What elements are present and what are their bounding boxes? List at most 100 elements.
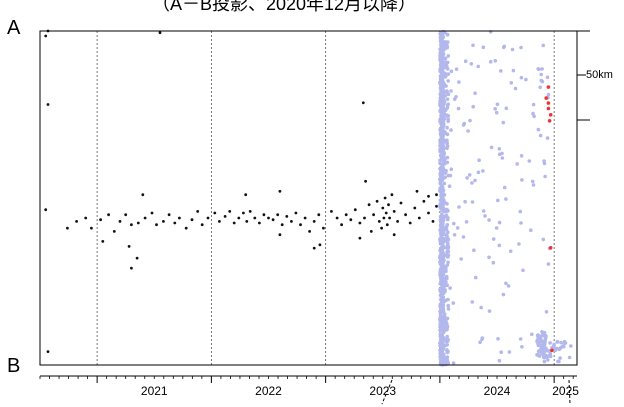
- data-point: [463, 199, 467, 204]
- data-point: [443, 360, 448, 364]
- data-point: [358, 221, 362, 225]
- data-point: [442, 315, 446, 319]
- data-point: [380, 226, 383, 230]
- data-point: [375, 199, 379, 203]
- data-point: [524, 77, 528, 82]
- data-point: [440, 283, 444, 287]
- data-point: [446, 297, 450, 302]
- data-point: [136, 221, 140, 225]
- data-layer: [44, 29, 573, 367]
- data-point: [530, 179, 535, 184]
- data-point: [452, 233, 457, 237]
- data-point: [369, 230, 373, 233]
- data-point: [442, 193, 447, 197]
- data-point: [372, 213, 375, 217]
- data-point: [443, 343, 447, 348]
- data-point: [557, 359, 561, 364]
- data-point: [438, 293, 443, 298]
- data-point: [441, 144, 446, 149]
- data-point: [540, 330, 544, 334]
- data-point: [349, 218, 353, 222]
- data-point: [451, 361, 456, 365]
- data-point: [440, 135, 444, 139]
- data-point: [135, 256, 139, 260]
- data-point: [545, 75, 550, 80]
- data-point: [44, 208, 48, 212]
- data-point: [218, 220, 221, 223]
- data-point: [280, 223, 284, 227]
- data-point: [456, 106, 461, 111]
- data-point: [276, 213, 280, 217]
- data-point: [438, 132, 443, 136]
- data-point: [497, 220, 502, 225]
- data-point: [444, 108, 448, 112]
- data-point: [519, 75, 524, 80]
- data-point: [442, 326, 447, 331]
- data-point: [312, 246, 316, 250]
- data-point: [408, 221, 412, 225]
- data-point: [489, 145, 494, 150]
- data-point: [441, 231, 446, 236]
- data-point: [473, 275, 478, 280]
- data-point: [431, 220, 435, 223]
- data-point: [546, 85, 551, 89]
- data-point: [66, 226, 69, 230]
- data-point: [439, 296, 444, 301]
- data-point: [444, 72, 448, 76]
- data-point: [84, 216, 88, 220]
- data-point: [245, 220, 249, 223]
- data-point: [232, 221, 236, 225]
- data-point: [112, 230, 116, 233]
- data-point: [440, 207, 444, 211]
- data-point: [497, 358, 502, 363]
- data-point: [441, 218, 446, 223]
- data-point: [155, 223, 158, 227]
- data-point: [75, 220, 78, 223]
- data-point: [248, 210, 252, 213]
- data-point: [358, 236, 362, 240]
- x-tick-label-2025: 2025: [552, 384, 579, 398]
- data-point: [173, 221, 177, 225]
- data-point: [567, 355, 572, 360]
- data-point: [519, 45, 523, 50]
- data-point: [445, 348, 449, 352]
- data-point: [530, 332, 534, 337]
- data-point: [548, 341, 552, 345]
- data-point: [340, 223, 343, 227]
- data-point: [548, 246, 553, 250]
- data-point: [285, 215, 289, 218]
- data-point: [499, 350, 504, 355]
- data-point: [542, 349, 547, 353]
- data-point: [427, 194, 430, 198]
- data-point: [101, 240, 105, 243]
- data-point: [451, 301, 456, 305]
- data-point: [130, 223, 133, 227]
- data-point: [442, 151, 447, 156]
- data-point: [470, 181, 474, 185]
- data-point: [443, 214, 448, 218]
- data-point: [242, 211, 245, 215]
- data-point: [541, 43, 545, 48]
- x-tick-label-2022: 2022: [255, 384, 282, 398]
- data-point: [536, 127, 541, 132]
- data-point: [443, 90, 447, 94]
- data-point: [438, 239, 443, 243]
- data-point: [440, 39, 445, 43]
- profile-end-label: B: [7, 355, 20, 377]
- x-tick-label-2024: 2024: [484, 384, 511, 398]
- data-point: [546, 92, 551, 97]
- data-point: [162, 220, 165, 223]
- data-point: [445, 60, 450, 65]
- data-point: [532, 114, 536, 119]
- data-point: [445, 276, 449, 281]
- data-point: [399, 201, 403, 205]
- data-point: [385, 223, 389, 227]
- data-point: [440, 186, 445, 190]
- data-point: [538, 344, 543, 348]
- data-point: [539, 334, 543, 339]
- data-point: [438, 139, 443, 143]
- data-point: [543, 340, 547, 345]
- data-point: [481, 209, 486, 213]
